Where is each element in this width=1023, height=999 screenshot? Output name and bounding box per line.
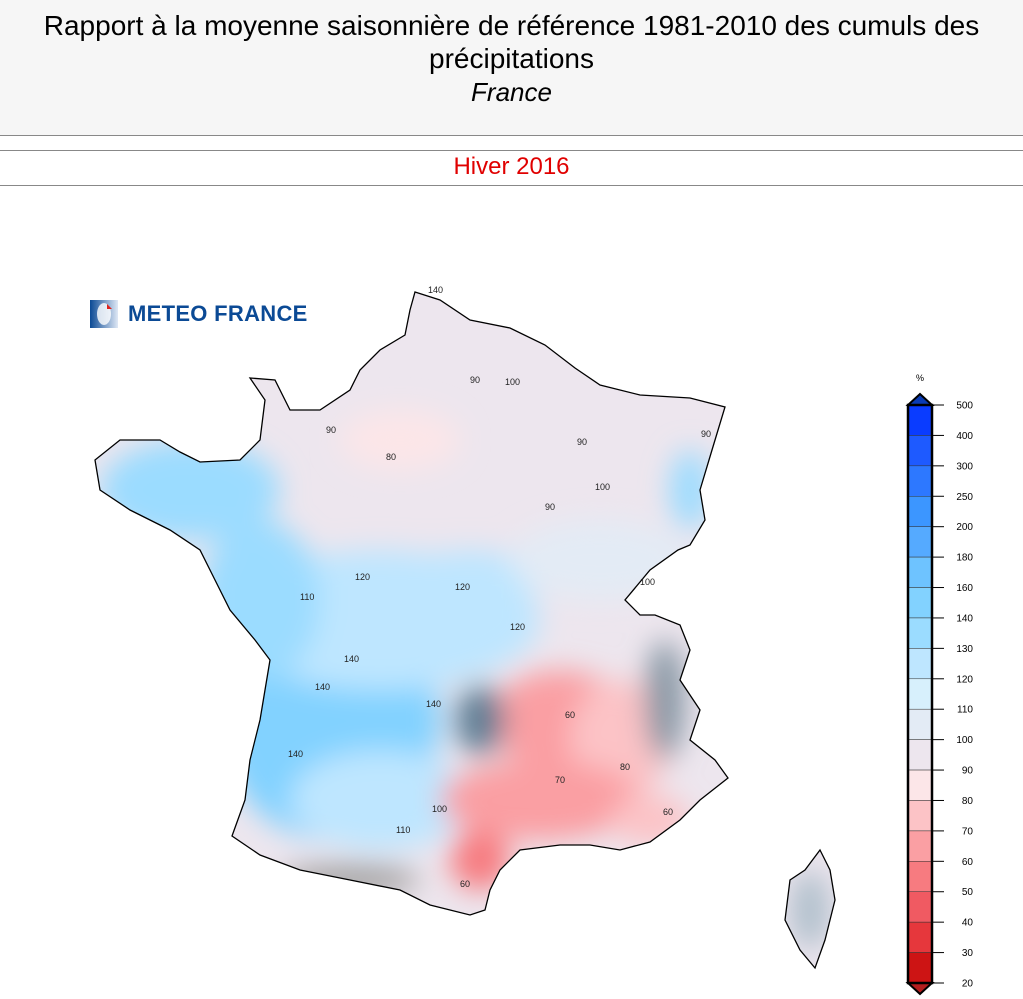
contour-label: 120 bbox=[510, 622, 525, 632]
contour-label: 140 bbox=[428, 285, 443, 295]
legend-swatch bbox=[907, 861, 933, 892]
season-bar: Hiver 2016 bbox=[0, 150, 1023, 186]
legend-tick-label: 30 bbox=[962, 948, 974, 959]
region-subtitle: France bbox=[471, 77, 552, 107]
legend-swatch bbox=[907, 496, 933, 527]
contour-label: 140 bbox=[315, 682, 330, 692]
legend-swatch bbox=[907, 708, 933, 740]
legend-tick-label: 400 bbox=[956, 431, 973, 442]
legend-swatch bbox=[907, 800, 933, 832]
contour-label: 60 bbox=[663, 807, 673, 817]
legend-tick-label: 110 bbox=[957, 705, 973, 716]
legend-tick-label: 160 bbox=[956, 583, 973, 594]
legend-swatch bbox=[907, 952, 933, 984]
logo-text: METEO FRANCE bbox=[128, 301, 308, 326]
legend-swatch bbox=[907, 526, 933, 558]
contour-label: 60 bbox=[565, 710, 575, 720]
legend-swatch bbox=[907, 891, 933, 923]
contour-label: 90 bbox=[577, 437, 587, 447]
legend-tick-label: 80 bbox=[962, 796, 974, 807]
contour-label: 70 bbox=[555, 775, 565, 785]
legend-tick-label: 100 bbox=[956, 735, 973, 746]
color-legend: 500 400 300 250 200 180 160 140 130 120 110 100 90 80… bbox=[905, 392, 974, 996]
legend-tick-label: 50 bbox=[962, 887, 974, 898]
contour-label: 140 bbox=[426, 699, 441, 709]
legend-swatch bbox=[907, 921, 933, 953]
legend-swatch bbox=[907, 556, 933, 588]
legend-swatch bbox=[907, 830, 933, 862]
contour-label: 90 bbox=[470, 375, 480, 385]
legend-tick-label: 300 bbox=[956, 461, 973, 472]
contour-label: 60 bbox=[460, 879, 470, 889]
legend-swatch bbox=[907, 678, 933, 710]
season-label: Hiver 2016 bbox=[453, 153, 570, 180]
legend-tick-label: 180 bbox=[956, 553, 973, 564]
contour-label: 110 bbox=[396, 825, 410, 835]
legend-swatch bbox=[907, 587, 933, 619]
contour-label: 80 bbox=[620, 762, 630, 772]
contour-label: 140 bbox=[288, 749, 303, 759]
legend-tick-label: 20 bbox=[962, 979, 974, 990]
legend-tick-label: 40 bbox=[962, 918, 974, 929]
map-title: Rapport à la moyenne saisonnière de réfé… bbox=[43, 10, 980, 74]
contour-label: 90 bbox=[326, 425, 336, 435]
contour-label: 110 bbox=[300, 592, 314, 602]
legend-tick-label: 120 bbox=[956, 674, 973, 685]
header: Rapport à la moyenne saisonnière de réfé… bbox=[0, 0, 1023, 136]
contour-label: 80 bbox=[386, 452, 396, 462]
legend-swatch bbox=[907, 648, 933, 680]
legend-tick-label: 70 bbox=[962, 826, 974, 837]
contour-label: 140 bbox=[344, 654, 359, 664]
legend-tick-label: 500 bbox=[956, 401, 973, 412]
contour-label: 100 bbox=[595, 482, 610, 492]
contour-label: 100 bbox=[640, 577, 655, 587]
legend-swatch bbox=[907, 465, 933, 497]
legend-swatch bbox=[907, 769, 933, 801]
legend-unit: % bbox=[916, 373, 924, 383]
legend-tick-label: 250 bbox=[956, 492, 973, 503]
meteo-france-logo-icon bbox=[90, 300, 118, 328]
legend-tick-label: 60 bbox=[962, 857, 974, 868]
legend-tick-label: 140 bbox=[956, 613, 973, 624]
legend-bottom-arrow bbox=[905, 982, 935, 996]
contour-label: 100 bbox=[432, 804, 447, 814]
legend-tick-label: 90 bbox=[962, 766, 974, 777]
contour-label: 90 bbox=[701, 429, 711, 439]
contour-labels: 140 90 90 80 90 100 100 90 120 140 110 120 100 120 140… bbox=[288, 285, 711, 889]
legend-swatch bbox=[907, 435, 933, 467]
contour-label: 120 bbox=[355, 572, 370, 582]
legend-swatch bbox=[907, 617, 933, 649]
legend-top-arrow bbox=[905, 392, 935, 406]
legend-swatch bbox=[907, 404, 933, 436]
legend-swatch bbox=[907, 739, 933, 771]
legend-tick-label: 130 bbox=[956, 644, 973, 655]
france-outline bbox=[94, 291, 836, 969]
contour-label: 90 bbox=[545, 502, 555, 512]
meteo-france-logo: METEO FRANCE bbox=[90, 300, 308, 328]
contour-label: 100 bbox=[505, 377, 520, 387]
contour-label: 120 bbox=[455, 582, 470, 592]
precipitation-field bbox=[95, 292, 835, 968]
legend-frame bbox=[906, 403, 934, 985]
legend-tick-label: 200 bbox=[956, 522, 973, 533]
